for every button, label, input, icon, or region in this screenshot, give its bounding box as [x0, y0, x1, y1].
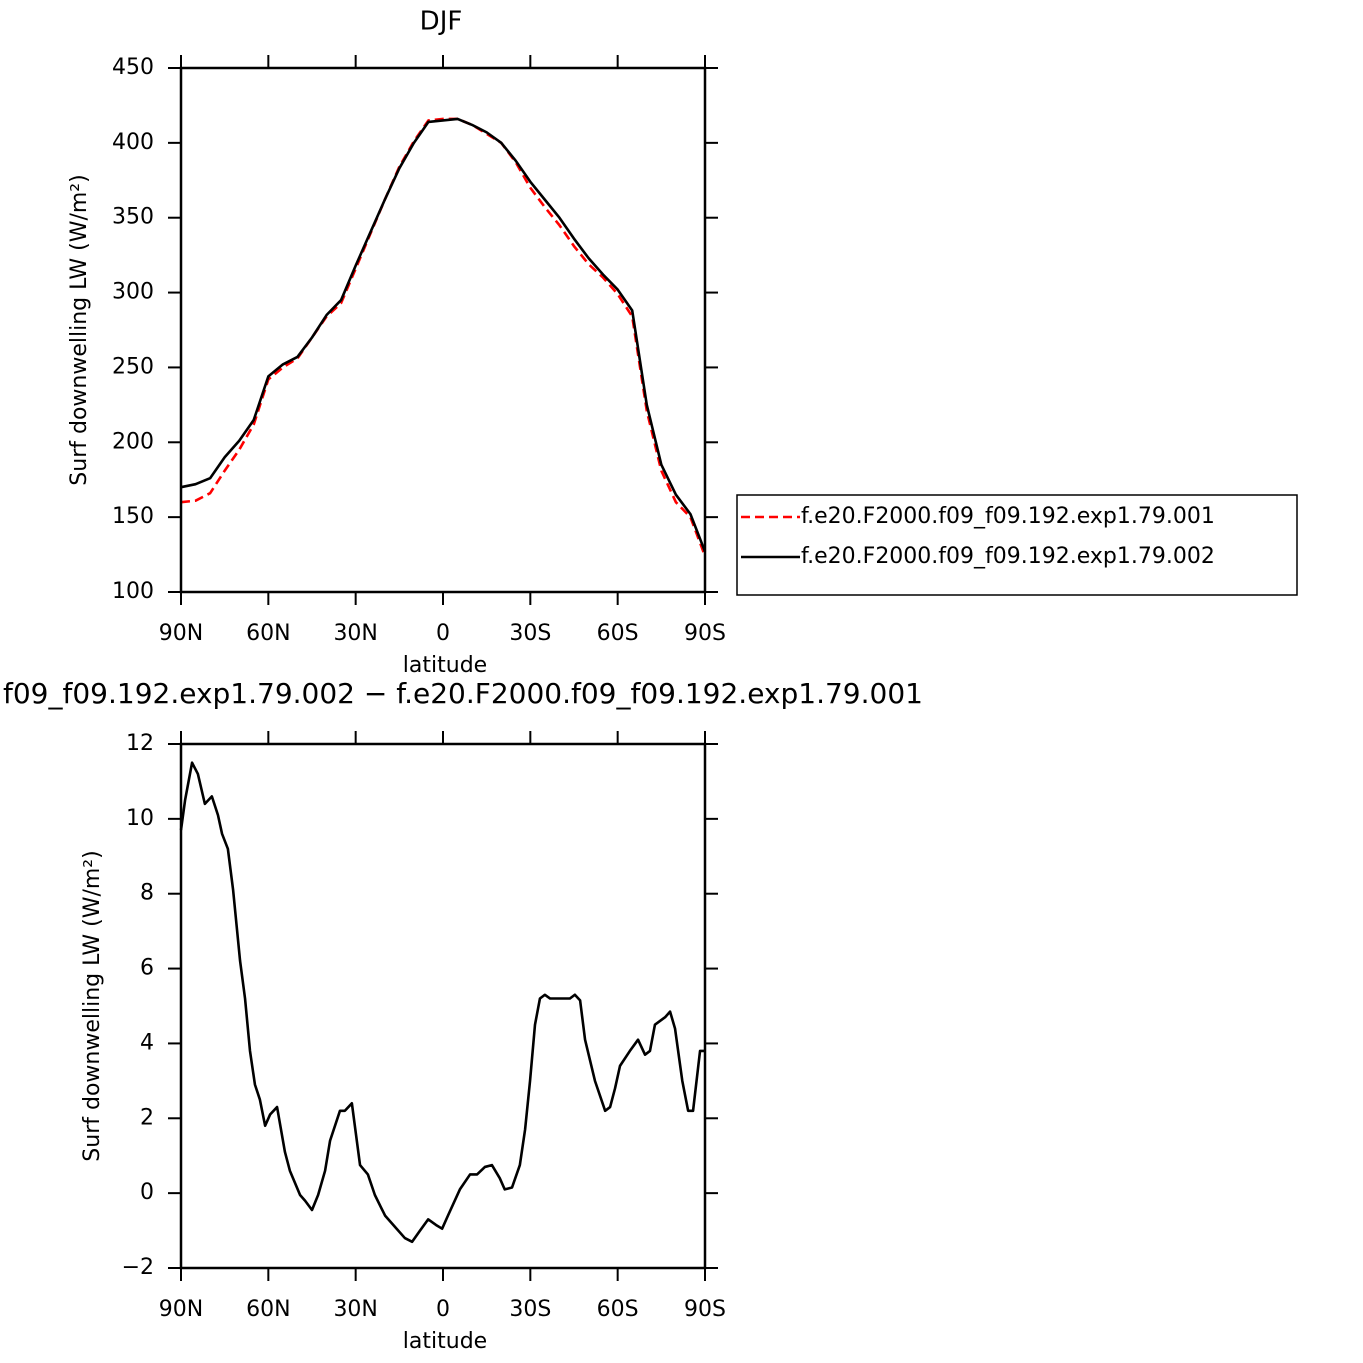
x-tick-label: 90N [159, 621, 203, 646]
x-tick-label: 90S [684, 621, 726, 646]
y-tick-label: 200 [112, 429, 154, 454]
data-line [180, 117, 707, 557]
y-tick-label: 10 [126, 806, 154, 831]
data-line [180, 117, 707, 553]
x-tick-label: 30N [333, 621, 377, 646]
y-tick-label: 100 [112, 579, 154, 604]
x-tick-label: 60S [597, 621, 639, 646]
plot-frame [179, 742, 707, 1270]
data-line [179, 761, 705, 1244]
chart-title: DJF [420, 7, 463, 37]
x-tick-label: 60N [246, 621, 290, 646]
x-tick-label: 30S [509, 1297, 551, 1322]
x-tick-label: 60N [246, 1297, 290, 1322]
y-axis-label: Surf downwelling LW (W/m²) [67, 174, 92, 485]
legend-label: f.e20.F2000.f09_f09.192.exp1.79.002 [801, 544, 1215, 569]
plot-frame [179, 66, 707, 594]
x-tick-label: 0 [436, 621, 450, 646]
x-axis-label: latitude [403, 1329, 487, 1354]
y-tick-label: 0 [140, 1180, 154, 1205]
x-tick-label: 0 [436, 1297, 450, 1322]
x-tick-label: 30N [333, 1297, 377, 1322]
y-tick-label: 150 [112, 504, 154, 529]
x-axis-label: latitude [403, 653, 487, 678]
legend-box [736, 494, 1298, 596]
y-tick-label: −2 [122, 1255, 154, 1280]
legend-label: f.e20.F2000.f09_f09.192.exp1.79.001 [801, 504, 1215, 529]
chart-title: f09_f09.192.exp1.79.002 − f.e20.F2000.f0… [3, 677, 923, 710]
y-tick-label: 250 [112, 354, 154, 379]
y-axis-label: Surf downwelling LW (W/m²) [80, 850, 105, 1161]
y-tick-label: 400 [112, 130, 154, 155]
y-tick-label: 350 [112, 205, 154, 230]
y-tick-label: 450 [112, 55, 154, 80]
x-tick-label: 90S [684, 1297, 726, 1322]
x-tick-label: 60S [597, 1297, 639, 1322]
y-tick-label: 6 [140, 956, 154, 981]
y-tick-label: 12 [126, 731, 154, 756]
y-tick-label: 300 [112, 280, 154, 305]
x-tick-label: 90N [159, 1297, 203, 1322]
x-tick-label: 30S [509, 621, 551, 646]
y-tick-label: 2 [140, 1105, 154, 1130]
y-tick-label: 4 [140, 1030, 154, 1055]
y-tick-label: 8 [140, 881, 154, 906]
